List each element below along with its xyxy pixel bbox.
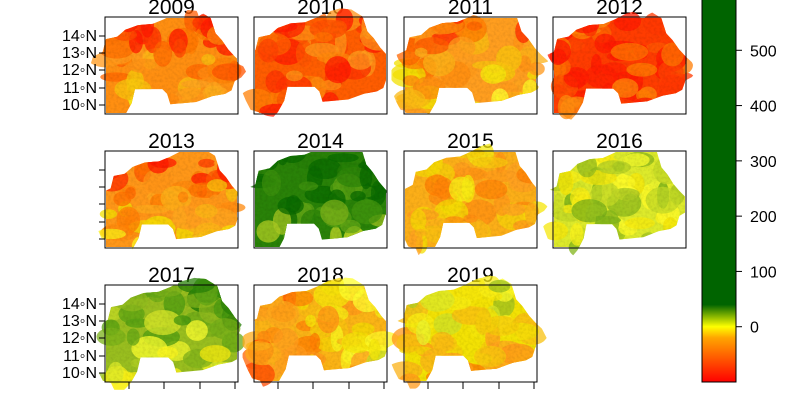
lat-tick-label: 14◦N — [62, 296, 97, 313]
panel-title: 2013 — [148, 130, 195, 153]
country-map — [391, 7, 553, 121]
panel-frame — [104, 284, 239, 383]
map-panel-2013: 2013 — [96, 130, 250, 257]
panel-frame — [403, 150, 538, 249]
lat-tick-label: 13◦N — [62, 45, 97, 62]
map-panel-2014: 2014 — [241, 130, 397, 259]
panel-frame — [552, 150, 687, 249]
colorbar-ramp — [701, 0, 737, 383]
panel-frame — [104, 16, 239, 115]
country-map — [398, 142, 549, 256]
lat-tick-label: 14◦N — [62, 28, 97, 45]
country-map — [389, 275, 547, 389]
lat-tick-label: 13◦N — [62, 313, 97, 330]
country-map — [96, 147, 250, 257]
country-map — [88, 9, 247, 122]
country-map — [93, 277, 254, 391]
panel-frame — [552, 16, 687, 115]
map-panel-2016: 2016 — [543, 130, 690, 258]
colorbar: 500 400 300 200 100 0 — [701, 0, 777, 383]
map-panel-2015: 2015 — [398, 130, 549, 256]
panel-frame — [104, 150, 239, 249]
lat-tick-label: 11◦N — [63, 348, 97, 365]
panel-title: 2016 — [596, 130, 643, 153]
lat-tick-label: 10◦N — [62, 365, 97, 382]
lat-tick-label: 12◦N — [62, 330, 97, 347]
map-panel-2012: 2012 — [539, 0, 697, 121]
lat-tick-label: 12◦N — [62, 62, 97, 79]
colorbar-tick-label: 100 — [750, 264, 777, 281]
panel-title: 2009 — [148, 0, 195, 19]
country-map — [241, 140, 397, 259]
map-panel-2018: 2018 — [242, 264, 400, 389]
country-map — [242, 277, 400, 388]
colorbar-tick-label: 0 — [750, 320, 759, 337]
country-map — [241, 8, 398, 120]
colorbar-tick-label: 200 — [750, 209, 777, 226]
panel-frame — [403, 284, 538, 383]
panel-title: 2014 — [297, 130, 344, 153]
colorbar-tick-label: 500 — [750, 43, 777, 60]
panel-frame — [253, 150, 388, 249]
map-panel-2011: 2011 — [391, 0, 553, 121]
panel-frame — [253, 16, 388, 115]
map-panel-2019: 2019 — [389, 264, 547, 389]
panel-frame — [253, 284, 388, 383]
map-panel-2009: 2009 14◦N13◦N12◦N11◦N10◦N — [62, 0, 247, 122]
panel-title: 2011 — [448, 0, 493, 19]
colorbar-tick-label: 400 — [750, 99, 777, 116]
country-map — [543, 143, 690, 258]
map-panel-2010: 2010 — [241, 0, 398, 120]
lat-tick-label: 11◦N — [63, 80, 97, 97]
country-map — [539, 10, 697, 121]
lat-tick-label: 10◦N — [62, 97, 97, 114]
colorbar-tick-label: 300 — [750, 154, 777, 171]
panel-frame — [403, 16, 538, 115]
